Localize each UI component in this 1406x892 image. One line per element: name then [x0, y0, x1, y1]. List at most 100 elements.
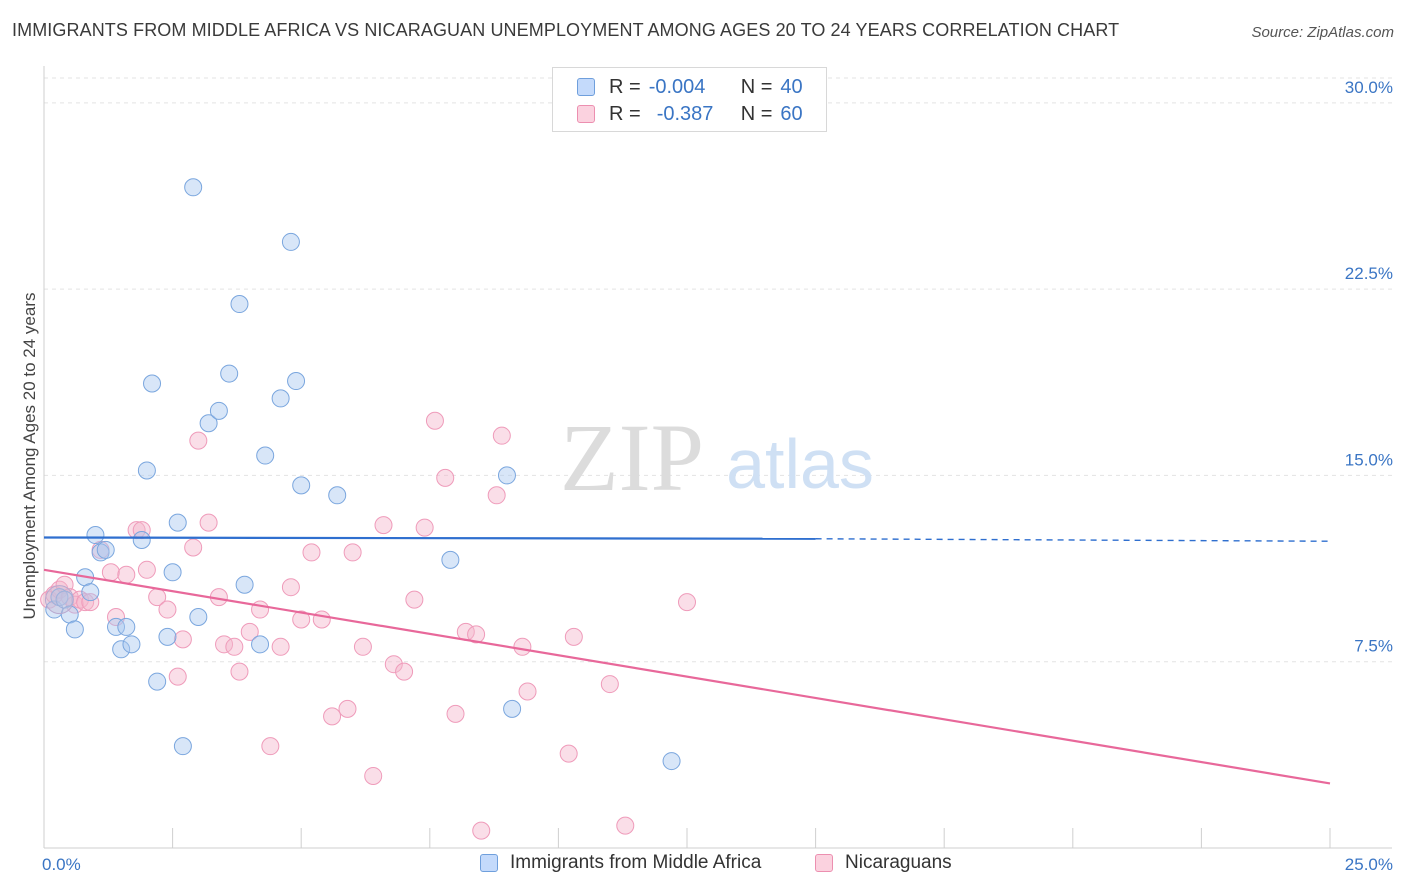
tick-labels: 7.5% 15.0% 22.5% 30.0% 0.0% 25.0% [42, 78, 1393, 874]
data-point-nicaraguans [559, 744, 578, 763]
blue-r-value: -0.004 [648, 75, 706, 98]
data-point-immigrants [148, 672, 167, 691]
pink-n-value: 60 [780, 102, 803, 125]
data-point-nicaraguans [199, 513, 218, 532]
data-point-nicaraguans [225, 637, 244, 656]
data-point-nicaraguans [395, 662, 414, 681]
data-point-nicaraguans [338, 699, 357, 718]
data-point-immigrants [230, 295, 249, 314]
data-point-nicaraguans [158, 600, 177, 619]
y-tick-label: 22.5% [1345, 264, 1393, 283]
data-point-nicaraguans [71, 590, 90, 609]
data-point-nicaraguans [323, 707, 342, 726]
data-point-immigrants [287, 372, 306, 391]
data-point-immigrants [163, 563, 182, 582]
data-point-immigrants [158, 627, 177, 646]
data-point-immigrants [251, 635, 270, 654]
legend-swatch-pink [815, 854, 833, 872]
data-point-nicaraguans [76, 593, 95, 612]
data-point-immigrants [96, 540, 115, 559]
data-point-nicaraguans [467, 625, 486, 644]
legend-label-nicaraguans: Nicaraguans [845, 852, 952, 873]
y-tick-label: 30.0% [1345, 78, 1393, 97]
x-tick-label-max: 25.0% [1345, 855, 1393, 874]
data-point-nicaraguans [292, 610, 311, 629]
data-point-nicaraguans [600, 675, 619, 694]
data-point-immigrants [173, 737, 192, 756]
data-point-immigrants [281, 232, 300, 251]
axes [43, 66, 1392, 849]
legend-item-nicaraguans[interactable]: Nicaraguans [815, 852, 952, 874]
data-point-immigrants [199, 414, 218, 433]
data-point-immigrants [662, 752, 681, 771]
data-point-nicaraguans [564, 627, 583, 646]
data-point-immigrants [107, 617, 126, 636]
pink-r-value: -0.387 [656, 102, 714, 125]
data-point-immigrants [168, 513, 187, 532]
data-point-nicaraguans [215, 635, 234, 654]
data-point-nicaraguans [374, 516, 393, 535]
x-tick-label-min: 0.0% [42, 855, 81, 874]
data-point-immigrants [112, 640, 131, 659]
data-point-immigrants [503, 699, 522, 718]
data-point-immigrants [137, 461, 156, 480]
data-point-nicaraguans [173, 630, 192, 649]
data-point-immigrants [81, 583, 100, 602]
data-point-nicaraguans [117, 565, 136, 584]
data-point-nicaraguans [312, 610, 331, 629]
data-point-immigrants [189, 608, 208, 626]
data-point-nicaraguans [425, 411, 444, 430]
data-point-nicaraguans [492, 426, 511, 445]
data-point-nicaraguans [81, 593, 100, 612]
watermark-zip: ZIP [560, 404, 704, 511]
data-point-nicaraguans [436, 468, 455, 487]
pink-r-label: R = [609, 102, 641, 125]
data-point-immigrants [143, 374, 162, 393]
data-point-nicaraguans [184, 538, 203, 557]
data-point-immigrants [209, 401, 228, 420]
data-point-nicaraguans [168, 667, 187, 686]
y-tick-label: 15.0% [1345, 450, 1393, 469]
blue-r-label: R = [609, 75, 641, 98]
data-point-nicaraguans [487, 486, 506, 505]
data-point-nicaraguans [518, 682, 537, 701]
data-point-nicaraguans [189, 431, 208, 450]
data-point-immigrants [328, 486, 347, 505]
series-nicaraguans [40, 411, 696, 840]
data-point-nicaraguans [271, 637, 290, 656]
data-point-nicaraguans [230, 662, 249, 681]
data-point-immigrants [441, 550, 460, 569]
source-credit: Source: ZipAtlas.com [1251, 24, 1394, 41]
data-point-nicaraguans [446, 704, 465, 723]
data-point-nicaraguans [364, 766, 383, 785]
trend-line-nicaraguans [43, 568, 1331, 785]
legend-label-immigrants: Immigrants from Middle Africa [510, 852, 762, 873]
data-point-nicaraguans [50, 580, 69, 599]
legend-item-immigrants[interactable]: Immigrants from Middle Africa [480, 852, 761, 874]
blue-n-label: N = [740, 75, 773, 98]
data-point-immigrants [256, 446, 275, 465]
data-point-nicaraguans [678, 593, 696, 612]
data-point-immigrants [220, 364, 239, 383]
chart-title: IMMIGRANTS FROM MIDDLE AFRICA VS NICARAG… [12, 20, 1120, 40]
data-point-immigrants [91, 543, 110, 562]
data-point-nicaraguans [415, 518, 434, 537]
trend-line-immigrants [43, 536, 816, 540]
data-point-nicaraguans [101, 563, 120, 582]
correlation-stats-box: R = -0.004 N = 40 R = -0.387 N = 60 [552, 67, 827, 132]
data-point-immigrants [117, 617, 136, 636]
data-point-immigrants [184, 178, 203, 197]
data-point-immigrants [271, 389, 290, 408]
data-point-nicaraguans [137, 560, 156, 579]
data-point-nicaraguans [513, 637, 532, 656]
data-point-nicaraguans [405, 590, 424, 609]
y-tick-label: 7.5% [1354, 637, 1393, 656]
data-point-nicaraguans [302, 543, 321, 562]
data-point-immigrants [132, 531, 151, 549]
data-point-immigrants [235, 575, 254, 594]
data-point-immigrants [122, 635, 141, 654]
data-point-nicaraguans [384, 655, 403, 674]
data-point-immigrants [86, 526, 105, 545]
legend: Immigrants from Middle Africa Nicaraguan… [0, 852, 1406, 878]
